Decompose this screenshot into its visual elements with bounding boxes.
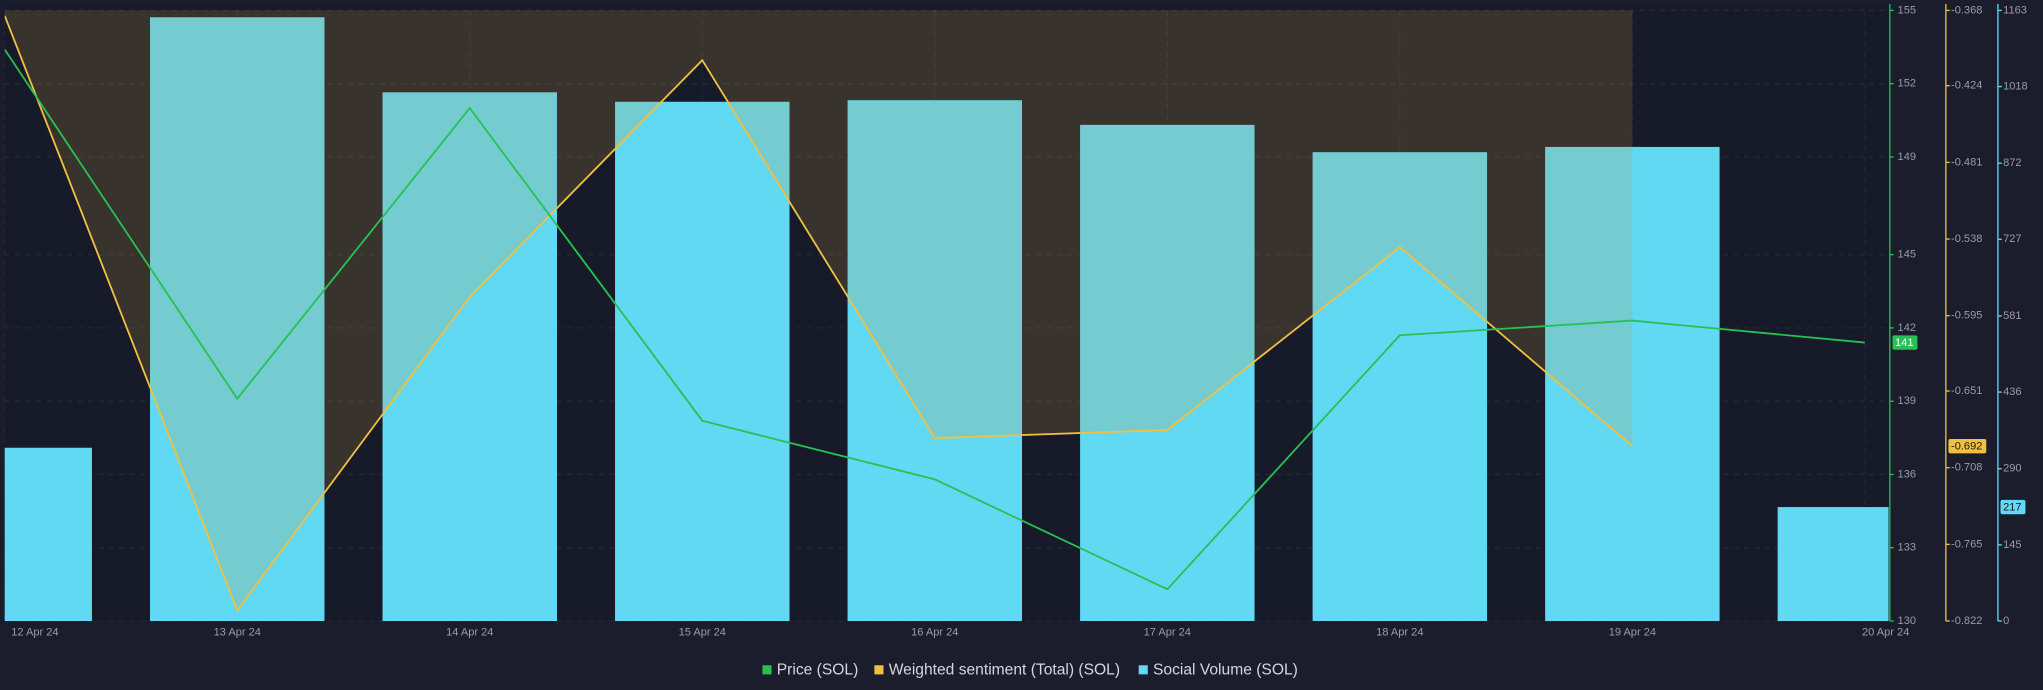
- y-tick-label: -0.708: [1951, 462, 1982, 474]
- line: [4, 48, 1865, 591]
- x-tick-label: 16 Apr 24: [911, 627, 958, 639]
- y-tick-label: 145: [2003, 539, 2021, 551]
- y-tick-label: -0.368: [1951, 4, 1982, 16]
- x-tick-label: 15 Apr 24: [679, 627, 726, 639]
- value-badge: 141: [1892, 335, 1918, 350]
- y-tick-label: 436: [2003, 386, 2021, 398]
- series-layer: [4, 10, 1889, 621]
- y-tick-label: 581: [2003, 310, 2021, 322]
- x-tick-label: 18 Apr 24: [1376, 627, 1423, 639]
- bar: [150, 17, 325, 621]
- y-tick-label: 0: [2003, 615, 2009, 627]
- y-tick-label: 1018: [2003, 80, 2028, 92]
- legend-label: Price (SOL): [777, 662, 859, 679]
- line: [4, 15, 1633, 613]
- x-tick-label: 17 Apr 24: [1144, 627, 1191, 639]
- x-tick-label: 20 Apr 24: [1862, 627, 1909, 639]
- y-tick-label: 872: [2003, 157, 2021, 169]
- y-tick-label: 727: [2003, 233, 2021, 245]
- y-tick-label: -0.538: [1951, 233, 1982, 245]
- x-tick-label: 13 Apr 24: [214, 627, 261, 639]
- value-badge-bg: [1892, 335, 1918, 350]
- value-badge-bg: [2000, 499, 2026, 515]
- value-label: 141: [1895, 337, 1913, 349]
- y-tick-label: 139: [1898, 395, 1916, 407]
- y-tick-label: -0.481: [1951, 156, 1982, 168]
- y-tick-label: 1163: [2003, 4, 2027, 16]
- y-tick-label: -0.424: [1951, 80, 1982, 92]
- y-tick-label: 142: [1898, 322, 1916, 334]
- y-tick-label: 145: [1898, 249, 1916, 261]
- bar: [1777, 507, 1889, 621]
- area: [4, 10, 1633, 611]
- bar: [1080, 124, 1255, 621]
- x-tick-label: 12 Apr 24: [11, 627, 58, 639]
- value-badge: -0.692: [1948, 439, 1987, 454]
- y-tick-label: 136: [1898, 468, 1916, 480]
- value-label: -0.692: [1951, 441, 1982, 453]
- y-tick-label: 149: [1898, 151, 1916, 163]
- legend-swatch: [874, 665, 884, 675]
- x-tick-label: 19 Apr 24: [1609, 627, 1656, 639]
- y-tick-label: 130: [1898, 615, 1916, 627]
- y-tick-label: -0.765: [1951, 538, 1982, 550]
- value-label: 217: [2003, 502, 2021, 514]
- y-tick-label: -0.822: [1951, 615, 1982, 627]
- value-badge: 217: [2000, 499, 2026, 515]
- y-tick-label: 290: [2003, 463, 2021, 475]
- bar: [615, 101, 790, 621]
- legend-label: Social Volume (SOL): [1153, 662, 1298, 679]
- y-tick-label: 133: [1898, 542, 1916, 554]
- legend-swatch: [1138, 665, 1148, 675]
- y-tick-label: -0.651: [1951, 385, 1982, 397]
- x-tick-label: 14 Apr 24: [446, 627, 493, 639]
- value-badge-bg: [1948, 439, 1987, 454]
- bar: [1312, 152, 1488, 621]
- bar: [1545, 146, 1720, 621]
- y-tick-label: 152: [1898, 78, 1916, 90]
- legend-label: Weighted sentiment (Total) (SOL): [889, 662, 1120, 679]
- bar: [4, 447, 92, 621]
- bar: [847, 100, 1023, 621]
- y-tick-label: 155: [1898, 4, 1916, 16]
- y-tick-label: -0.595: [1951, 310, 1982, 322]
- legend-swatch: [762, 665, 772, 675]
